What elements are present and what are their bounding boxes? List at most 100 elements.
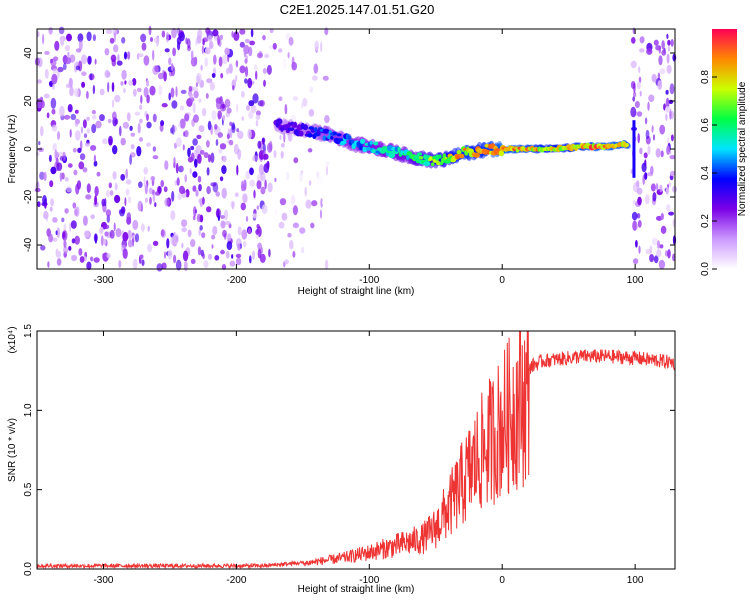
noise-dot	[639, 90, 642, 97]
noise-dot	[233, 31, 240, 41]
noise-dot	[86, 261, 92, 271]
noise-dot	[244, 38, 250, 44]
noise-dot	[166, 238, 170, 249]
noise-dot	[667, 249, 671, 259]
noise-dot	[632, 96, 636, 102]
noise-dot	[173, 254, 177, 264]
noise-dot	[308, 180, 312, 186]
noise-dot	[248, 46, 253, 57]
noise-dot	[247, 77, 253, 89]
noise-dot	[633, 91, 637, 98]
snr-scale-label: (x10⁴)	[7, 326, 18, 353]
snr-line	[36, 330, 675, 570]
noise-dot	[119, 125, 122, 137]
noise-dot	[254, 64, 258, 71]
noise-dot	[262, 35, 266, 41]
noise-dot	[133, 88, 137, 97]
noise-dot	[184, 130, 189, 138]
signal-point	[332, 131, 337, 135]
signal-point	[416, 152, 423, 156]
noise-dot	[104, 69, 110, 79]
noise-dot	[290, 194, 296, 206]
noise-dot	[245, 170, 251, 180]
noise-dot	[242, 241, 247, 248]
noise-dot	[190, 93, 193, 99]
noise-dot	[86, 116, 90, 122]
noise-dot	[67, 51, 70, 57]
noise-dot	[652, 192, 657, 202]
noise-dot	[70, 220, 77, 229]
noise-dot	[101, 198, 106, 207]
x-tick-label: -300	[93, 275, 113, 286]
signal-point	[473, 152, 480, 158]
noise-dot	[636, 180, 640, 188]
noise-dot	[255, 70, 258, 80]
noise-dot	[107, 81, 110, 93]
noise-dot	[202, 253, 205, 260]
noise-dot	[305, 199, 312, 209]
noise-dot	[154, 202, 157, 208]
noise-dot	[217, 132, 223, 138]
noise-dot	[215, 191, 220, 197]
noise-dot	[207, 35, 213, 42]
noise-dot	[226, 133, 230, 140]
noise-dot	[80, 126, 83, 134]
noise-dot	[148, 25, 152, 36]
noise-dot	[77, 33, 84, 42]
noise-dot	[651, 125, 654, 133]
noise-dot	[140, 94, 143, 104]
noise-dot	[144, 197, 148, 203]
noise-dot	[669, 83, 675, 95]
noise-dot	[178, 31, 185, 42]
noise-dot	[650, 183, 656, 192]
noise-dot	[112, 171, 117, 180]
noise-dot	[325, 161, 330, 166]
noise-dot	[636, 213, 641, 219]
noise-dot	[72, 147, 77, 153]
noise-dot	[63, 114, 71, 120]
signal-point	[350, 139, 355, 144]
noise-dot	[170, 210, 176, 221]
noise-dot	[96, 171, 101, 177]
noise-dot	[658, 45, 662, 54]
noise-dot	[56, 131, 61, 140]
signal-point	[423, 161, 431, 167]
noise-dot	[645, 129, 650, 140]
noise-dot	[637, 196, 642, 206]
noise-dot	[109, 37, 115, 44]
y-tick-label: 0	[23, 146, 34, 152]
noise-dot	[210, 182, 217, 187]
noise-dot	[164, 48, 170, 53]
noise-dot	[220, 73, 224, 79]
noise-dot	[189, 168, 192, 174]
noise-dot	[94, 195, 98, 206]
noise-dot	[302, 97, 308, 107]
signal-point	[327, 135, 331, 140]
noise-dot	[52, 56, 59, 62]
noise-dot	[184, 113, 190, 122]
noise-dot	[138, 181, 143, 188]
noise-dot	[256, 180, 262, 190]
noise-dot	[77, 147, 82, 153]
noise-dot	[196, 75, 200, 84]
signal-point	[436, 161, 441, 166]
noise-dot	[630, 60, 637, 69]
noise-dot	[235, 60, 239, 68]
noise-dot	[111, 82, 115, 92]
noise-dot	[143, 87, 149, 98]
noise-dot	[150, 37, 153, 42]
noise-dot	[183, 260, 188, 272]
noise-dot	[172, 47, 177, 57]
noise-dot	[152, 240, 159, 246]
noise-dot	[304, 186, 307, 197]
noise-dot	[249, 40, 256, 46]
x-tick-label: 0	[499, 275, 505, 286]
noise-dot	[669, 155, 676, 160]
noise-dot	[75, 65, 81, 71]
noise-dot	[105, 29, 113, 35]
noise-dot	[113, 32, 117, 43]
noise-dot	[76, 180, 82, 190]
noise-dot	[218, 149, 223, 154]
noise-dot	[67, 163, 73, 168]
noise-dot	[94, 186, 99, 197]
